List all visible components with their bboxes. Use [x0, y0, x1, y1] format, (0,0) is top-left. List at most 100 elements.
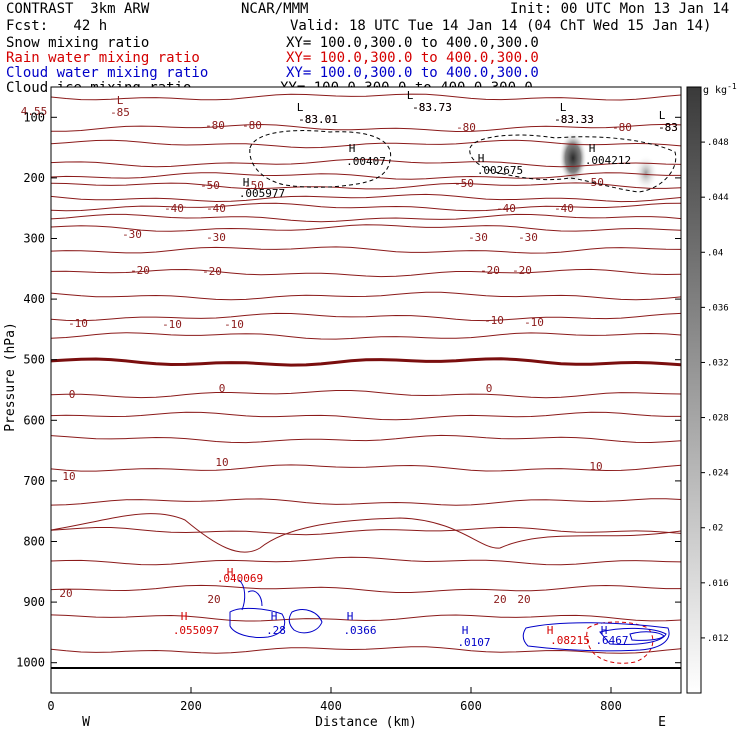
contour-label: -50	[454, 177, 474, 190]
cloud-water-contour-b	[288, 609, 323, 634]
y-tick-label: 100	[23, 110, 45, 124]
isotherm-line	[51, 172, 681, 180]
extremum-mark: H	[227, 566, 234, 579]
isotherm-line	[51, 139, 681, 149]
plot-frame	[50, 86, 682, 694]
extremum-value: -83.33	[554, 113, 594, 126]
extremum-value: .00407	[346, 155, 386, 168]
colorbar-tick-label: .044	[707, 193, 729, 203]
isotherm-line	[51, 182, 681, 190]
colorbar-tick-label: .036	[707, 303, 729, 313]
field-name-cloud-water: Cloud water mixing ratio	[6, 65, 209, 81]
cloud-water-contour-e	[522, 622, 670, 652]
isotherm-line	[51, 614, 681, 622]
plot-background	[51, 87, 681, 693]
isotherm-line	[51, 556, 681, 566]
cloud-ice-contour-east	[469, 134, 677, 193]
colorbar-tick-label: .032	[707, 358, 729, 368]
contour-labels: -85 -80 -80 -80 -80 -83.01 -83.73 -83.33 -83 -50 -…	[21, 89, 678, 649]
colorbar-tick-label: .016	[707, 579, 729, 589]
extremum-mark: H	[243, 176, 250, 189]
extremum-mark: H	[589, 142, 596, 155]
isotherm-line	[51, 291, 681, 301]
contour-label: -80	[242, 119, 262, 132]
contour-label: 0	[69, 388, 76, 401]
colorbar-ticks: .048 .044 .04 .036 .032 .028 .024 .02 .016 .012	[701, 138, 729, 644]
extremum-value: .055097	[173, 624, 219, 637]
extremum-value: .6467	[595, 634, 628, 647]
isotherm-line	[51, 390, 681, 399]
isotherm-line	[51, 646, 681, 654]
cloud-ice-contours	[249, 130, 677, 193]
cloud-water-contour-d	[247, 590, 263, 607]
contour-label: -40	[164, 202, 184, 215]
contour-label: -20	[202, 265, 222, 278]
extremum-mark: L	[297, 101, 304, 114]
contour-label: 20	[517, 593, 530, 606]
contour-label: -80	[205, 119, 225, 132]
extremum-value: -83.01	[298, 113, 338, 126]
y-tick-label: 1000	[16, 656, 45, 670]
contour-label: -83.01	[298, 113, 338, 126]
y-tick-label: 700	[23, 474, 45, 488]
isotherm-line	[51, 312, 681, 322]
extremum-value: .002675	[477, 164, 523, 177]
isotherm-line	[51, 268, 681, 278]
y-tick-label: 400	[23, 292, 45, 306]
isotherm-line	[51, 411, 681, 421]
colorbar: g kg-1 .048 .044 .04 .036 .032 .028 .024 .02 .01…	[686, 82, 737, 694]
colorbar-unit: g kg-1	[703, 82, 737, 96]
extremum-value: .005977	[239, 187, 285, 200]
x-axis: 0 200 400 600 800	[47, 687, 622, 713]
colorbar-tick-label: .02	[707, 524, 723, 534]
x-tick-label: 400	[320, 699, 342, 713]
contour-label: -20	[130, 264, 150, 277]
field-xy-snow: XY= 100.0,300.0 to 400.0,300.0	[286, 35, 539, 51]
y-tick-label: 600	[23, 413, 45, 427]
temperature-contours	[51, 93, 681, 654]
isotherm-line	[51, 123, 681, 133]
extremum-value: .08215	[550, 634, 590, 647]
contour-label: -30	[468, 231, 488, 244]
extremum-mark: H	[271, 610, 278, 623]
colorbar-tick-label: .024	[707, 469, 729, 479]
contour-label: 10	[589, 460, 602, 473]
isotherm-line	[51, 193, 681, 203]
field-name-rain: Rain water mixing ratio	[6, 50, 200, 66]
contour-label: -30	[206, 231, 226, 244]
contour-label: -80	[612, 121, 632, 134]
contour-label: -80	[456, 121, 476, 134]
field-xy-rain: XY= 100.0,300.0 to 400.0,300.0	[286, 50, 539, 66]
field-xy-cloud-water: XY= 100.0,300.0 to 400.0,300.0	[286, 65, 539, 81]
extremum-mark: H	[347, 610, 354, 623]
contour-label: -50	[244, 179, 264, 192]
isotherm-bl-line	[51, 513, 681, 553]
init-time: Init: 00 UTC Mon 13 Jan 14	[510, 1, 730, 17]
contour-label: 20	[207, 593, 220, 606]
contour-label: 10	[215, 456, 228, 469]
colorbar-tick-label: .048	[707, 138, 729, 148]
x-tick-label: 200	[180, 699, 202, 713]
x-tick-label: 600	[460, 699, 482, 713]
colorbar-tick-label: .028	[707, 414, 729, 424]
cloud-water-contours	[229, 579, 670, 652]
contour-label: -10	[224, 318, 244, 331]
cloud-water-contour-g	[629, 631, 665, 641]
x-axis-label: Distance (km)	[315, 715, 417, 730]
extremum-mark: L	[560, 101, 567, 114]
cloud-water-contour-a	[229, 607, 286, 638]
isotherm-line	[51, 202, 681, 212]
contour-label: 20	[59, 587, 72, 600]
chart-title: CONTRAST 3km ARW	[6, 1, 150, 17]
isotherm-line	[51, 498, 681, 506]
contour-label: 10	[62, 470, 75, 483]
y-tick-label: 200	[23, 171, 45, 185]
contour-label: -20	[512, 264, 532, 277]
extremum-mark: L	[407, 89, 414, 102]
contour-label: 20	[493, 593, 506, 606]
valid-time: Valid: 18 UTC Tue 14 Jan 14 (04 ChT Wed …	[290, 18, 712, 34]
isotherm-line	[51, 93, 681, 101]
colorbar-tick-label: .04	[707, 248, 723, 258]
